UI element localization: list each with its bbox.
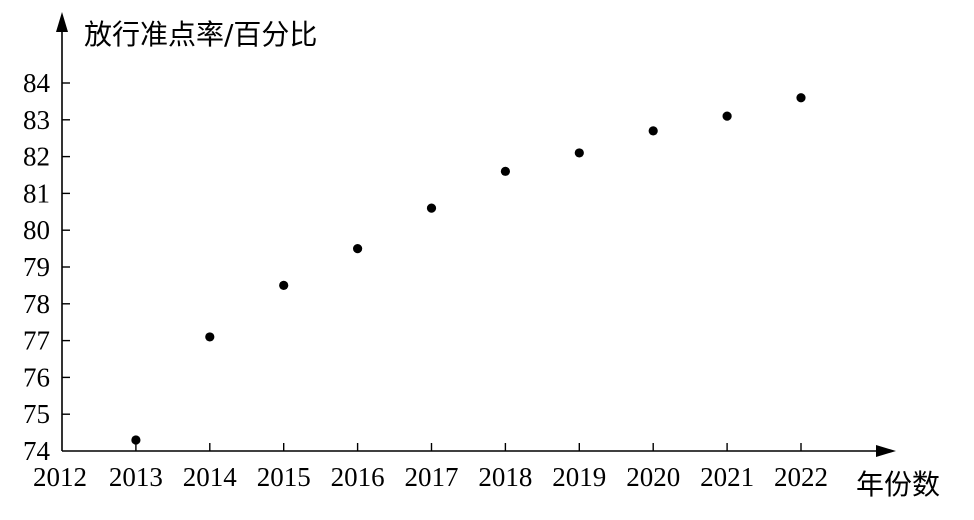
y-tick-label: 84 [23,68,51,98]
data-point [500,166,510,176]
y-axis-arrow-icon [56,12,68,32]
x-axis-arrow-icon [876,445,896,457]
x-tick-label: 2020 [626,462,680,492]
y-tick-label: 74 [23,436,51,466]
x-tick-label: 2015 [257,462,311,492]
x-axis-ticks: 2013 2014 2015 2016 2017 2018 2019 2020 2021 2022 [109,443,828,492]
y-tick-label: 83 [23,105,50,135]
data-point [353,244,363,254]
y-tick-label: 82 [23,142,50,172]
y-tick-label: 79 [23,252,50,282]
data-point [574,148,584,158]
data-points [131,93,806,445]
x-axis-title: 年份数 [856,468,940,501]
data-point [796,93,806,103]
x-tick-label: 2022 [774,462,828,492]
y-tick-label: 78 [23,289,50,319]
x-tick-label: 2018 [478,462,532,492]
y-axis-ticks: 74 75 76 77 78 79 80 81 82 83 84 [23,68,70,466]
x-tick-label: 2019 [552,462,606,492]
data-point [648,126,658,136]
y-tick-label: 80 [23,215,50,245]
data-point [426,203,437,213]
data-point [279,280,289,290]
data-point [722,111,732,121]
x-tick-label: 2013 [109,462,163,492]
y-tick-label: 76 [23,362,50,392]
x-tick-label: 2014 [183,462,238,492]
x-tick-label: 2016 [331,462,385,492]
y-tick-label: 77 [23,326,50,356]
x-origin-tick-label: 2012 [33,462,87,492]
data-point [131,435,141,445]
x-tick-label: 2017 [405,462,459,492]
y-axis-title: 放行准点率/百分比 [84,18,317,51]
y-tick-label: 81 [23,178,50,208]
x-tick-label: 2021 [700,462,754,492]
data-point [205,332,215,342]
y-tick-label: 75 [23,399,50,429]
